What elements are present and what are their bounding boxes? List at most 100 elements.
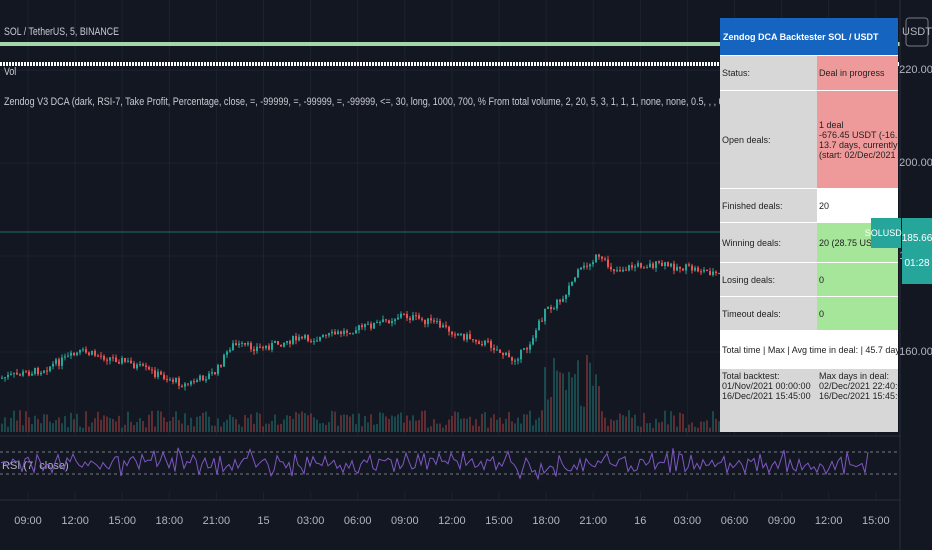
candle-body [109, 357, 111, 361]
symbol-title: SOL / TetherUS, 5, BINANCE [4, 26, 119, 38]
candle-body [46, 370, 48, 372]
volume-bar [625, 416, 627, 432]
volume-bar [505, 418, 507, 432]
candle-body [583, 265, 585, 268]
volume-bar [25, 411, 27, 432]
volume-bar [484, 412, 486, 432]
volume-bar [685, 427, 687, 432]
candle-body [427, 318, 429, 325]
candle-body [433, 320, 435, 322]
candle-body [628, 265, 630, 271]
candle-body [115, 357, 117, 363]
volume-bar [370, 414, 372, 432]
value-line: -676.45 USDT (-16.11%) [819, 129, 898, 140]
candle-body [130, 360, 132, 364]
candle-body [145, 365, 147, 368]
candle-body [406, 314, 408, 319]
candle-body [163, 374, 165, 380]
candle-body [301, 336, 303, 339]
candle-body [106, 359, 108, 361]
volume-bar [322, 423, 324, 432]
volume-bar [643, 413, 645, 432]
candle-body [670, 263, 672, 267]
candle-body [328, 333, 330, 336]
volume-bar [223, 422, 225, 432]
currency-box[interactable] [905, 17, 929, 47]
volume-bar [154, 426, 156, 432]
candle-body [448, 326, 450, 332]
candle-body [649, 263, 651, 268]
volume-bar [175, 411, 177, 432]
candle-body [370, 323, 372, 329]
volume-bar [163, 417, 165, 432]
volume-bar [52, 423, 54, 432]
candle-body [397, 317, 399, 320]
volume-bar [646, 423, 648, 432]
candle-body [667, 262, 669, 267]
volume-bar [610, 419, 612, 432]
volume-bar [289, 416, 291, 432]
volume-bar [676, 426, 678, 432]
volume-bar [91, 422, 93, 432]
candle-body [349, 332, 351, 335]
volume-bar [631, 417, 633, 432]
candle-body [463, 333, 465, 340]
candle-body [37, 367, 39, 375]
volume-bar [70, 412, 72, 432]
volume-bar [523, 414, 525, 432]
volume-bar [379, 412, 381, 432]
price-label: 220.00 [899, 64, 932, 76]
volume-label: Vol [4, 66, 17, 78]
candle-body [103, 355, 105, 360]
volume-bar [409, 420, 411, 432]
candle-body [457, 333, 459, 336]
volume-bar [517, 417, 519, 432]
rsi-pane [0, 436, 900, 492]
value-line: 02/Dec/2021 22:40:00 [819, 381, 898, 391]
volume-bar [430, 426, 432, 432]
volume-bar [193, 426, 195, 432]
candle-body [199, 375, 201, 381]
indicator-label: Zendog V3 DCA (dark, RSI-7, Take Profit,… [4, 96, 765, 108]
volume-bar [7, 426, 9, 432]
volume-bar [49, 421, 51, 432]
candle-body [319, 337, 321, 341]
candle-body [673, 263, 675, 271]
time-label: 09:00 [768, 515, 796, 527]
candle-body [400, 313, 402, 318]
candle-body [118, 362, 120, 364]
volume-bar [313, 417, 315, 432]
candle-body [172, 379, 174, 383]
volume-bar [283, 419, 285, 432]
candle-body [265, 345, 267, 349]
volume-bar [319, 423, 321, 432]
volume-bar [28, 417, 30, 432]
candle-body [532, 337, 534, 345]
volume-bar [274, 414, 276, 432]
volume-bar [76, 413, 78, 432]
volume-bar [592, 385, 594, 432]
candle-body [385, 319, 387, 321]
label-line: Timeout deals: [722, 308, 781, 319]
volume-bar [61, 423, 63, 432]
value-line: 1 deal [819, 119, 844, 130]
candle-body [58, 359, 60, 366]
time-label: 03:00 [297, 515, 325, 527]
volume-bar [355, 424, 357, 432]
volume-bar [403, 422, 405, 432]
label-line: Status: [722, 68, 751, 78]
volume-bar [637, 426, 639, 432]
candle-body [640, 263, 642, 268]
candle-body [247, 342, 249, 345]
volume-bar [442, 427, 444, 432]
candle-body [484, 340, 486, 345]
candle-body [43, 370, 45, 373]
volume-bar [601, 411, 603, 432]
candle-body [682, 268, 684, 271]
volume-bar [214, 425, 216, 432]
volume-bar [196, 416, 198, 432]
volume-bar [160, 411, 162, 432]
candle-body [223, 354, 225, 367]
volume-bar [628, 410, 630, 432]
candle-body [157, 371, 159, 378]
